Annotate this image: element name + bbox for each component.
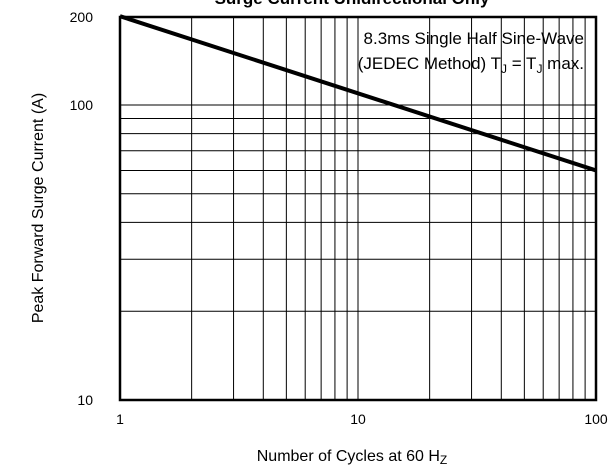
plot-frame	[118, 15, 598, 402]
y-tick-label: 200	[70, 9, 94, 25]
chart-title: Surge Current Unidirectional Only	[215, 0, 490, 8]
x-tick-label: 10	[350, 411, 366, 427]
y-tick-label: 100	[70, 97, 94, 113]
annotation: 8.3ms Single Half Sine-Wave (JEDEC Metho…	[358, 29, 584, 76]
x-tick-labels: 1 10 100	[116, 411, 608, 427]
data-series	[119, 14, 597, 173]
x-axis-label: Number of Cycles at 60 HZ	[257, 448, 448, 466]
annotation-line-1: 8.3ms Single Half Sine-Wave	[364, 29, 584, 48]
y-axis-label: Peak Forward Surge Current (A)	[30, 93, 47, 323]
x-tick-label: 100	[584, 411, 608, 427]
x-tick-label: 1	[116, 411, 124, 427]
y-tick-labels: 10 100 200	[70, 9, 94, 408]
annotation-line-2: (JEDEC Method) TJ = TJ max.	[358, 54, 584, 76]
grid-lines	[120, 17, 596, 400]
y-tick-label: 10	[77, 392, 93, 408]
surge-current-line	[119, 14, 597, 173]
x-axis-label-subscript: Z	[440, 453, 447, 466]
